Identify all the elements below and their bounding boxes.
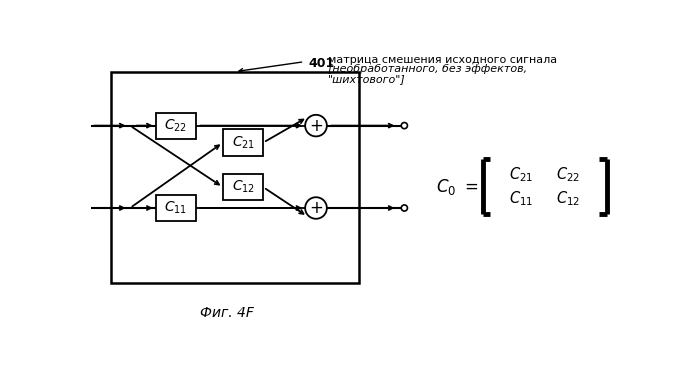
Text: $C_{12}$: $C_{12}$ [231,179,254,195]
Text: $C_{12}$: $C_{12}$ [556,189,580,208]
Text: $C_{11}$: $C_{11}$ [510,189,533,208]
Text: $C_{21}$: $C_{21}$ [231,134,254,151]
Text: $C_{22}$: $C_{22}$ [556,165,580,184]
Circle shape [305,197,327,219]
Bar [223,174,264,200]
Text: матрица смешения исходного сигнала: матрица смешения исходного сигнала [328,55,556,65]
Text: $C_{22}$: $C_{22}$ [164,117,187,134]
Text: +: + [309,199,323,217]
Text: $C_{11}$: $C_{11}$ [164,200,187,216]
Text: 401: 401 [308,57,335,70]
Bar [110,72,359,283]
Bar [223,129,264,156]
Bar [156,195,196,221]
Bar [156,113,196,139]
Text: Фиг. 4F: Фиг. 4F [200,306,254,320]
Text: "шихтового"]: "шихтового"] [328,73,405,84]
Text: [необработанного, без эффектов,: [необработанного, без эффектов, [328,65,527,74]
Text: +: + [309,117,323,135]
Text: $C_{21}$: $C_{21}$ [510,165,533,184]
Circle shape [305,115,327,137]
Text: $C_0\ =$: $C_0\ =$ [436,177,478,197]
